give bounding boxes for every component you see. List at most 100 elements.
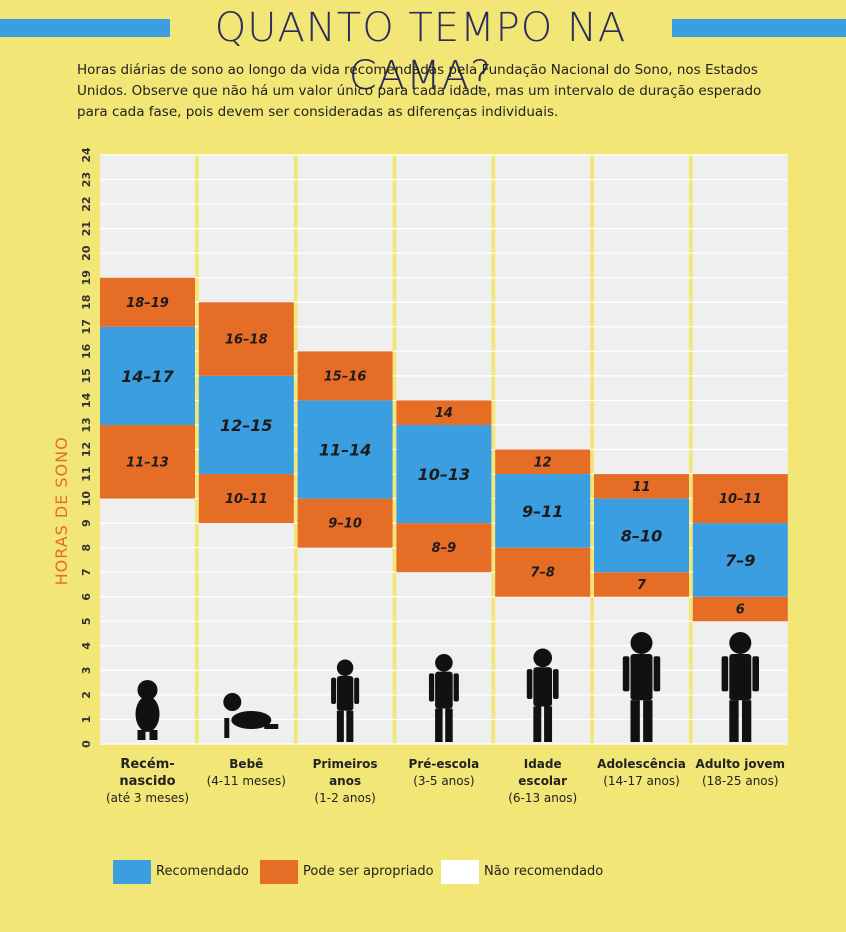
bar-segment-appropriate xyxy=(198,302,294,376)
legend-label-not-recommended: Não recomendado xyxy=(484,864,604,879)
category-label: Adolescência (14-17 anos) xyxy=(587,756,697,790)
y-tick-label: 6 xyxy=(80,593,93,601)
bar-data-label: 6 xyxy=(736,603,745,618)
category-name: Bebê xyxy=(229,757,264,771)
category-label: Primeiros anos (1-2 anos) xyxy=(290,756,400,807)
bar-segment-recommended xyxy=(198,375,294,475)
bar-data-label: 11–14 xyxy=(319,441,372,460)
bar-data-label: 8–10 xyxy=(621,526,662,545)
bar-segment-appropriate xyxy=(100,424,195,499)
category-name: Pré-escola xyxy=(408,757,480,771)
bar-data-label: 12 xyxy=(534,455,552,470)
preschooler-silhouette-icon xyxy=(428,654,459,742)
category-name: Idade escolar xyxy=(518,757,568,788)
bar-segment-appropriate xyxy=(297,351,393,401)
y-tick-label: 12 xyxy=(80,442,93,457)
bar-segment-recommended xyxy=(692,523,788,597)
y-tick-label: 2 xyxy=(80,691,93,699)
toddler-silhouette-icon xyxy=(331,659,360,742)
y-tick-label: 15 xyxy=(80,368,93,383)
y-tick-label: 11 xyxy=(80,466,93,481)
y-tick-label: 23 xyxy=(80,172,93,187)
category-name: Primeiros anos xyxy=(312,757,378,788)
bar-segment-appropriate xyxy=(692,596,788,622)
bar-segment-recommended xyxy=(495,474,591,548)
teenager-silhouette-icon xyxy=(622,632,661,742)
y-tick-label: 4 xyxy=(80,642,93,650)
category-range: (3-5 anos) xyxy=(413,774,475,788)
legend: Recomendado Pode ser apropriado Não reco… xyxy=(0,860,846,884)
y-tick-label: 18 xyxy=(80,295,93,310)
category-range: (6-13 anos) xyxy=(508,791,578,805)
category-label: Adulto jovem (18-25 anos) xyxy=(685,756,795,790)
bar-data-label: 7 xyxy=(637,578,647,593)
category-range: (1-2 anos) xyxy=(314,791,376,805)
bar-segment-appropriate xyxy=(396,523,492,573)
y-tick-label: 21 xyxy=(80,221,93,236)
young-adult-silhouette-icon xyxy=(721,632,759,742)
bar-segment-appropriate xyxy=(100,277,195,327)
legend-label-recommended: Recomendado xyxy=(156,864,249,879)
bar-segment-recommended xyxy=(297,400,393,499)
category-name: Adolescência xyxy=(597,757,686,771)
category-range: (18-25 anos) xyxy=(701,774,779,788)
y-tick-label: 9 xyxy=(80,519,93,527)
category-label: Recém- nascido (até 3 meses) xyxy=(93,756,203,807)
bar-segment-appropriate xyxy=(692,474,788,524)
category-name: Recém- nascido xyxy=(119,757,176,789)
bar-segment-appropriate xyxy=(198,474,294,524)
bar-segment-appropriate xyxy=(297,498,393,548)
y-tick-label: 22 xyxy=(80,196,93,211)
schoolchild-silhouette-icon xyxy=(526,648,559,742)
category-range: (14-17 anos) xyxy=(603,774,680,788)
y-tick-label: 14 xyxy=(80,392,93,408)
legend-swatch-appropriate xyxy=(260,860,298,884)
bar-segment-recommended xyxy=(396,424,492,524)
y-tick-label: 7 xyxy=(80,568,93,576)
bar-data-label: 9–10 xyxy=(328,517,362,532)
chart-subtitle: Horas diárias de sono ao longo da vida r… xyxy=(77,62,762,120)
bar-data-label: 16–18 xyxy=(225,333,268,348)
bar-data-label: 11–13 xyxy=(126,455,169,470)
y-tick-label: 3 xyxy=(80,667,93,675)
bar-segment-appropriate xyxy=(495,449,591,475)
bar-segment-appropriate xyxy=(396,400,492,425)
category-range: (4-11 meses) xyxy=(206,774,286,788)
newborn-silhouette-icon xyxy=(135,680,160,740)
bar-data-label: 7–9 xyxy=(725,551,755,570)
legend-swatch-not-recommended xyxy=(441,860,479,884)
bar-segment-appropriate xyxy=(594,474,689,499)
category-range: (até 3 meses) xyxy=(105,791,190,805)
y-tick-label: 17 xyxy=(80,319,93,334)
bar-data-label: 10–11 xyxy=(719,492,762,507)
y-tick-label: 19 xyxy=(80,270,93,285)
bar-data-label: 14 xyxy=(435,406,453,421)
y-tick-label: 8 xyxy=(80,544,93,552)
y-tick-label: 16 xyxy=(80,343,93,359)
y-tick-label: 10 xyxy=(80,491,93,507)
bar-data-label: 12–15 xyxy=(220,416,273,435)
bar-data-label: 9–11 xyxy=(522,502,563,521)
bar-segment-recommended xyxy=(594,498,689,573)
y-tick-label: 1 xyxy=(80,716,93,724)
category-label: Idade escolar (6-13 anos) xyxy=(488,756,598,807)
legend-swatch-recommended xyxy=(113,860,151,884)
legend-label-appropriate: Pode ser apropriado xyxy=(303,864,434,879)
bar-data-label: 10–13 xyxy=(418,465,471,484)
category-name: Adulto jovem xyxy=(695,757,786,771)
bar-data-label: 11 xyxy=(632,480,650,495)
title-bar-left xyxy=(0,19,170,37)
y-axis-label: HORAS DE SONO xyxy=(52,436,71,585)
y-tick-label: 13 xyxy=(80,417,93,432)
bar-segment-appropriate xyxy=(495,547,591,597)
bar-data-label: 18–19 xyxy=(126,296,169,311)
y-tick-label: 24 xyxy=(80,147,93,163)
bar-data-label: 10–11 xyxy=(225,492,268,507)
y-tick-label: 20 xyxy=(80,245,93,261)
title-bar-right xyxy=(672,19,846,37)
y-tick-label: 5 xyxy=(80,617,93,625)
category-label: Bebê (4-11 meses) xyxy=(191,756,301,790)
crawling-baby-silhouette-icon xyxy=(223,693,279,738)
category-label: Pré-escola (3-5 anos) xyxy=(389,756,499,790)
